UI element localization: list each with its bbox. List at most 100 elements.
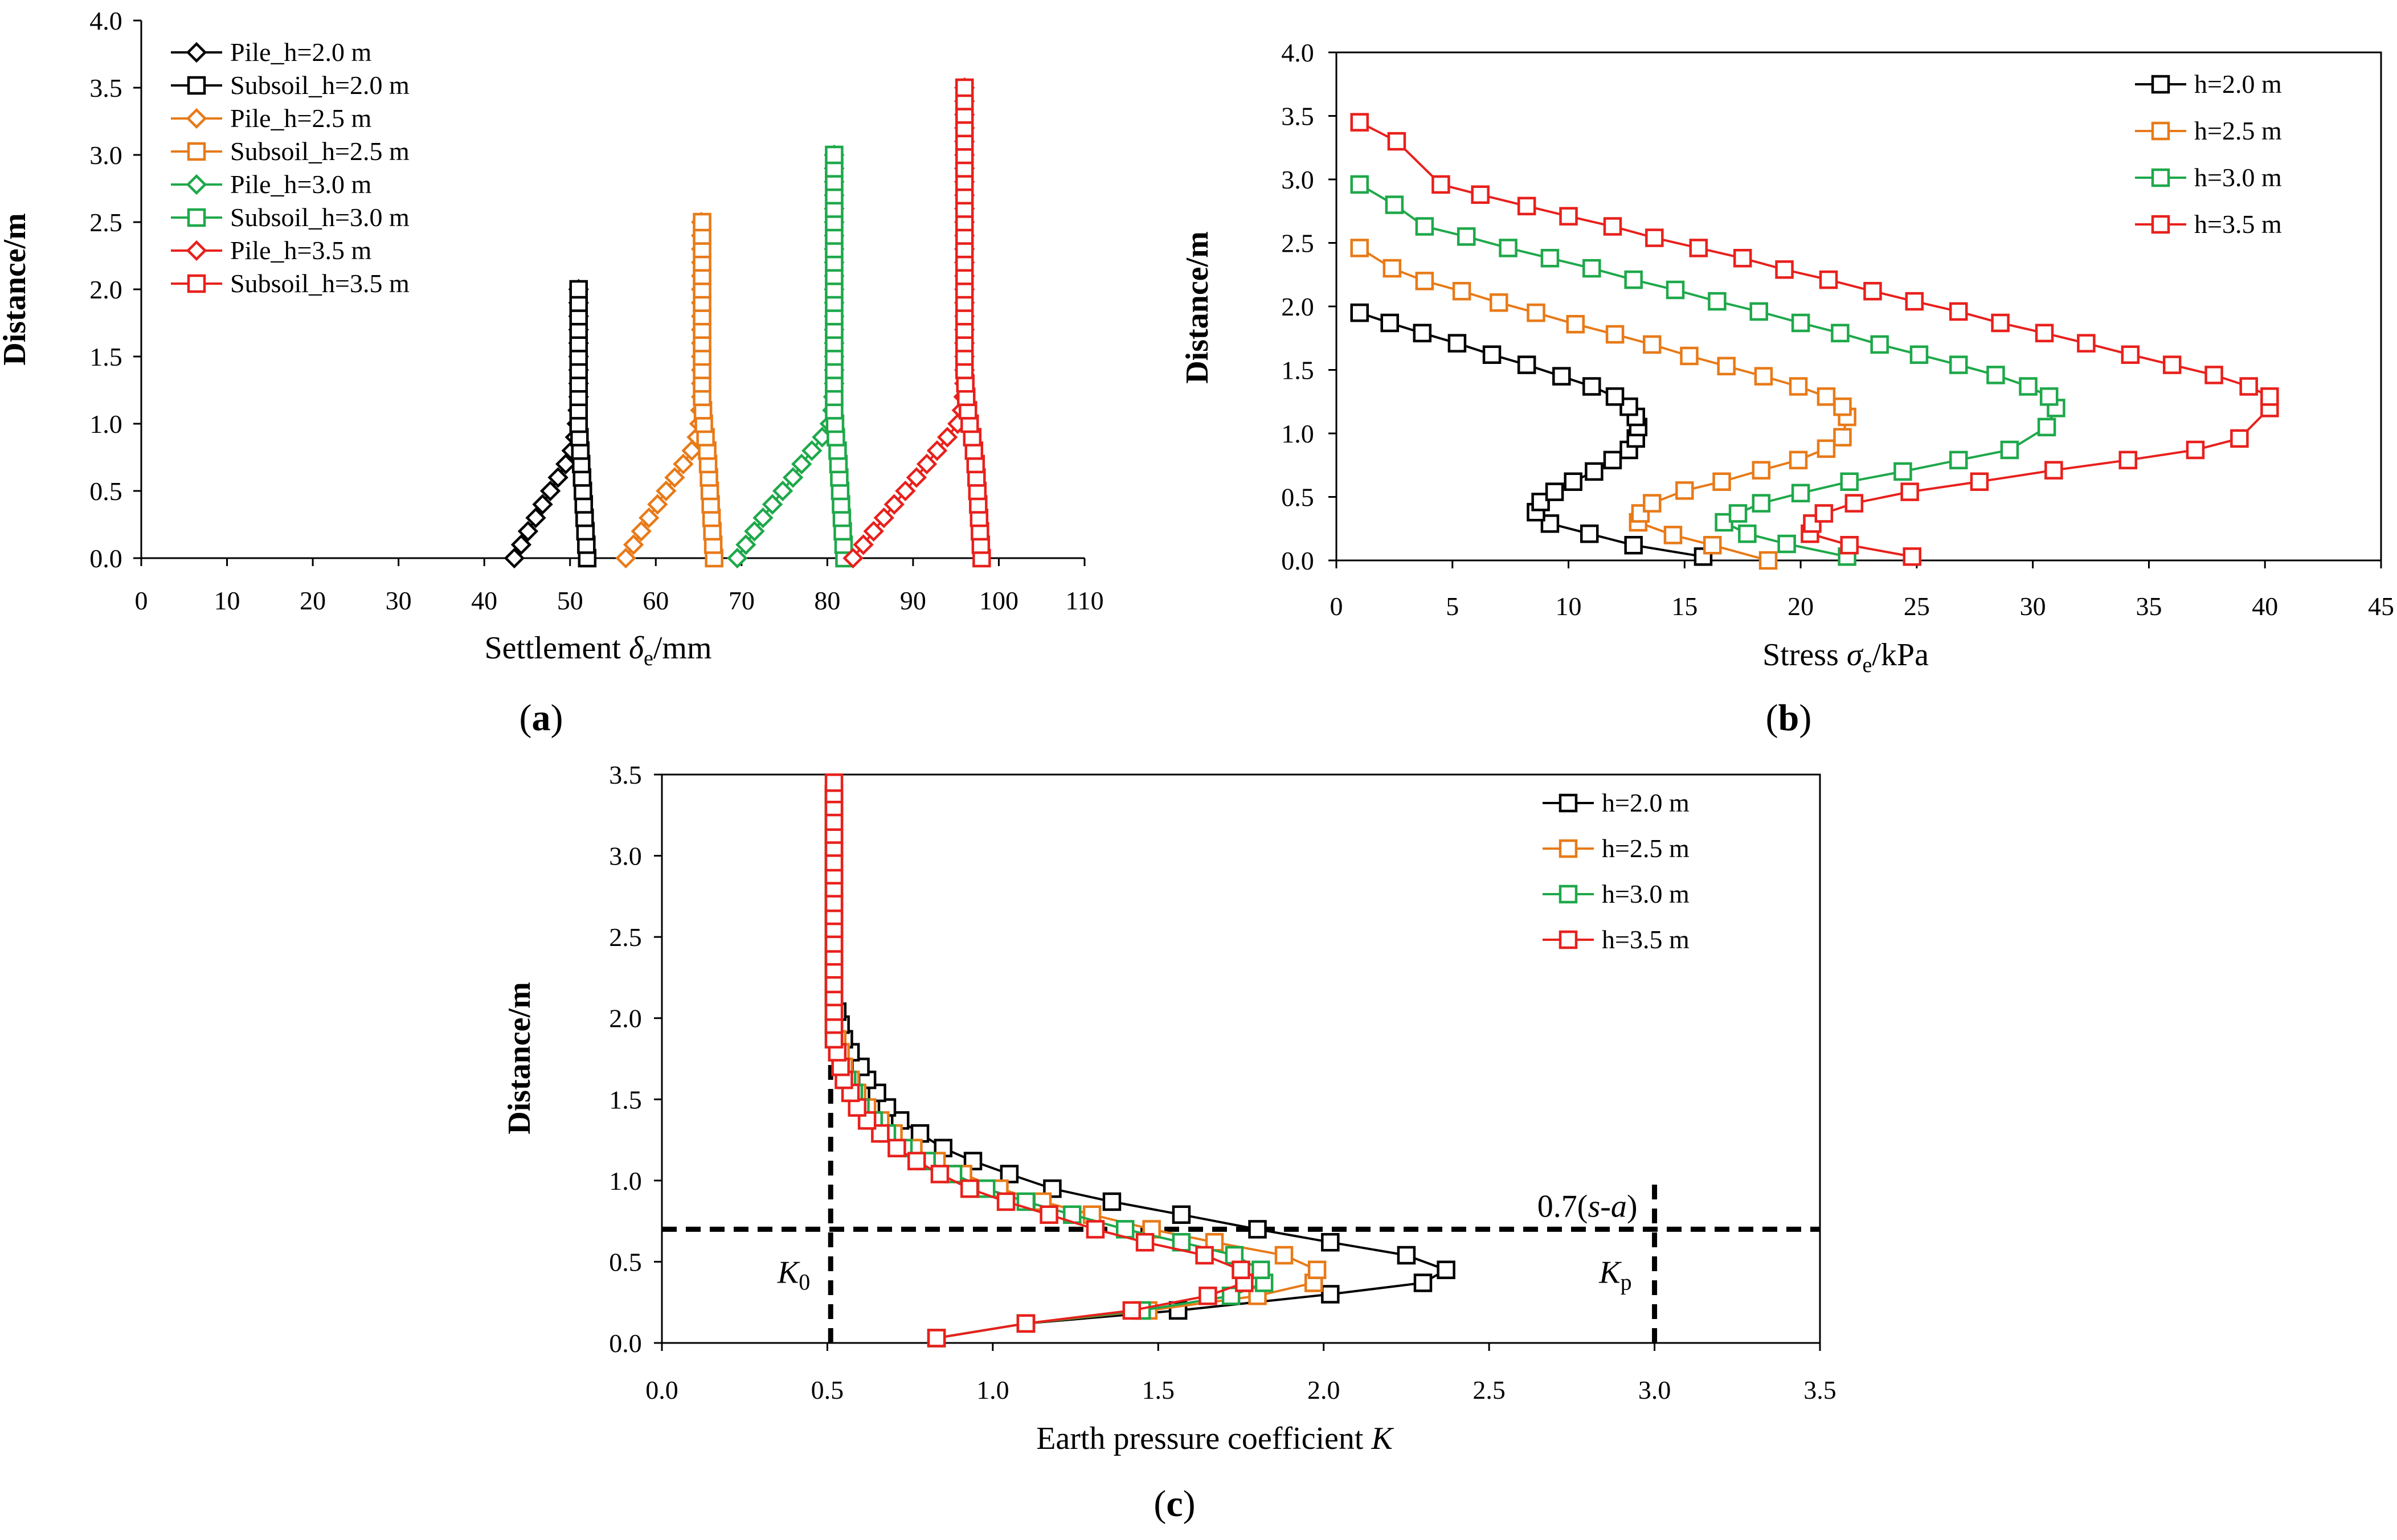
x-tick-label: 100 [979,586,1018,615]
panel-b-stress-chart: 0 5 10 15 20 25 30 35 40 45 0.0 0.5 1.0 1.5 2.0 2.5 3.0 3… [1180,38,2394,739]
panel-label: (c) [1153,1483,1195,1525]
data-point [752,507,774,529]
data-point [2077,334,2096,353]
data-point [504,547,525,569]
x-tick-label: 2.0 [1307,1375,1340,1404]
data-point [1789,450,1808,470]
data-point [1350,239,1369,257]
y-tick-label: 0.0 [1281,546,1314,575]
data-point [569,280,588,299]
data-point [1738,524,1757,543]
y-tick-label: 0.5 [89,477,122,506]
kp-annotation: Kp [1598,1255,1631,1295]
series-pile-h-3-5-m [842,77,975,569]
data-point [656,480,677,502]
x-tick-label: 30 [386,586,412,615]
data-point [1619,397,1638,416]
data-point [2039,387,2059,406]
x-tick-label: 50 [557,586,583,615]
data-point [1585,462,1604,481]
y-tick-label: 2.5 [89,208,122,237]
series-subsoil-h-2-5-m [693,212,723,568]
data-point [1777,534,1796,554]
data-point [1605,325,1625,344]
legend: Pile_h=2.0 m Subsoil_h=2.0 m Pile_h=2.5 m S… [171,38,410,298]
data-point [960,1179,979,1198]
data-point [996,1192,1016,1211]
data-point [735,534,756,555]
data-point [631,521,652,542]
x-axis-label: Stress σe/kPa [1762,637,1929,677]
y-tick-label: 4.0 [1281,38,1314,67]
data-point [907,1152,926,1170]
legend-swatch-marker [1559,793,1578,813]
data-point [1949,450,1968,470]
data-point [539,480,561,502]
series-h-2-0-m [1350,303,1713,566]
data-point [873,507,894,529]
data-point [791,453,812,474]
x-axis-label: Settlement δe/mm [484,630,711,670]
data-point [639,507,660,529]
data-point [1624,535,1643,555]
panel-a-settlement-chart: 0 10 20 30 40 50 60 70 80 90 100 110 0.0 0.5 1.0 1.5 2.0… [0,6,1104,739]
data-point [883,494,905,515]
legend-entry: Pile_h=2.0 m [230,38,372,67]
k0-annotation: K0 [777,1255,810,1295]
data-point [1986,366,2005,384]
data-point [1380,313,1399,333]
x-tick-label: 20 [1787,592,1814,621]
legend-entry: h=3.0 m [2194,163,2282,192]
data-point [1566,314,1585,334]
legend-entry: Pile_h=3.0 m [230,170,372,199]
legend-entry: h=2.0 m [1602,788,1690,817]
data-point [1909,345,1929,364]
y-tick-label: 3.0 [1281,165,1314,194]
data-point [1540,514,1560,533]
data-point [1666,280,1685,300]
data-point [1582,377,1601,396]
x-tick-label: 10 [1556,592,1582,621]
series-h-3-5-m [1350,113,2279,566]
data-point [1415,272,1434,290]
data-point [1471,185,1490,204]
y-axis-label: Distance/m [502,982,537,1134]
data-point [824,812,844,831]
data-point [930,1165,950,1183]
data-point [1733,249,1752,268]
data-point [1397,1246,1416,1265]
data-point [1680,346,1699,366]
data-point [1225,1246,1244,1265]
legend-swatch-marker [187,76,206,95]
x-tick-label: 20 [300,586,326,615]
data-point [853,534,874,555]
legend-entry: Pile_h=2.5 m [230,104,372,133]
x-axis-label: Earth pressure coefficient K [1036,1421,1394,1456]
data-point [2204,366,2223,384]
y-tick-label: 1.0 [609,1166,642,1195]
x-axis-label-unit: /kPa [1872,637,1929,673]
x-tick-label: 25 [1904,592,1930,621]
data-point [1817,387,1836,406]
data-point [1457,227,1476,246]
legend-entry: h=3.5 m [1602,925,1690,954]
panel-c-earth-pressure-chart: 0.0 0.5 1.0 1.5 2.0 2.5 3.0 3.5 0.0 0.5 1.0 1.5 2.0 2… [502,760,1836,1525]
y-axis-label: Distance/m [0,213,32,366]
data-point [1415,217,1434,236]
x-axis-label-symbol: K [1371,1421,1394,1456]
data-point [1251,1260,1270,1279]
data-point [2162,355,2182,374]
legend-entry: Pile_h=3.5 m [230,236,372,265]
x-tick-label: 5 [1446,592,1459,621]
data-point [887,1138,906,1158]
data-point [1135,1232,1155,1252]
data-point [1870,335,1889,354]
y-tick-label: 4.0 [89,6,122,35]
data-point [1321,1285,1340,1304]
data-point [825,145,844,165]
data-point [1545,482,1564,501]
y-tick-label: 2.5 [609,923,642,952]
data-point [762,494,783,515]
legend-swatch-marker [187,142,206,161]
